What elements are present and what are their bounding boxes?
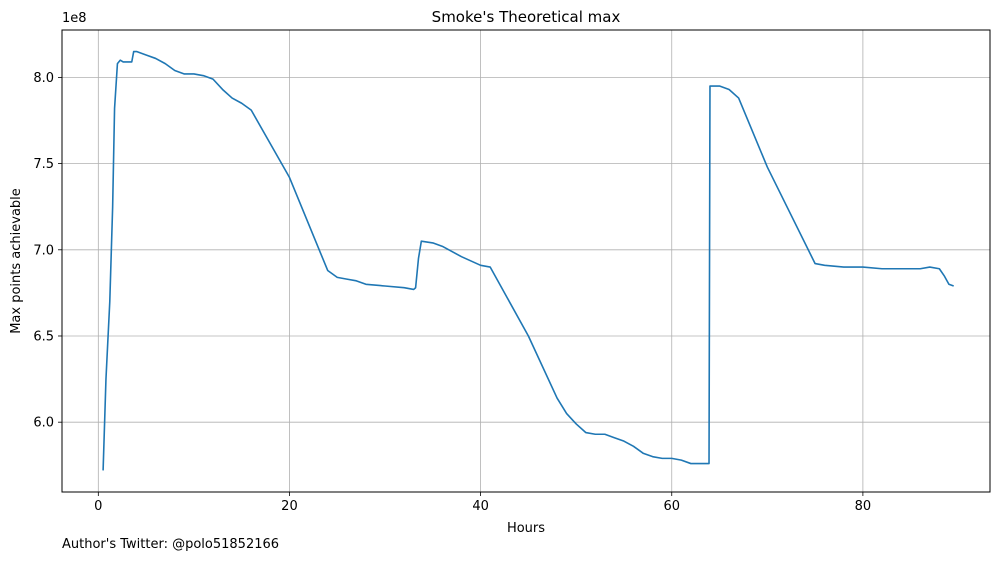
plot-frame <box>61 29 991 493</box>
x-tick-label: 40 <box>472 499 489 514</box>
y-axis-offset-label: 1e8 <box>62 11 87 26</box>
y-tick-label: 8.0 <box>33 71 54 86</box>
grid-lines <box>62 30 990 492</box>
y-tick-label: 6.5 <box>33 329 54 344</box>
x-axis-label: Hours <box>507 521 545 536</box>
y-tick-label: 6.0 <box>33 416 54 431</box>
y-tick-label: 7.5 <box>33 157 54 172</box>
author-footnote: Author's Twitter: @polo51852166 <box>62 537 280 552</box>
chart-title: Smoke's Theoretical max <box>432 8 621 26</box>
axis-ticks: 0 20 40 60 80 6.0 6.5 7.0 7.5 8.0 <box>33 71 871 514</box>
x-tick-label: 80 <box>855 499 872 514</box>
x-tick-label: 0 <box>94 499 102 514</box>
y-axis-label: Max points achievable <box>9 188 24 334</box>
y-tick-label: 7.0 <box>33 243 54 258</box>
x-tick-label: 60 <box>663 499 680 514</box>
series-line <box>102 50 954 471</box>
x-tick-label: 20 <box>281 499 298 514</box>
